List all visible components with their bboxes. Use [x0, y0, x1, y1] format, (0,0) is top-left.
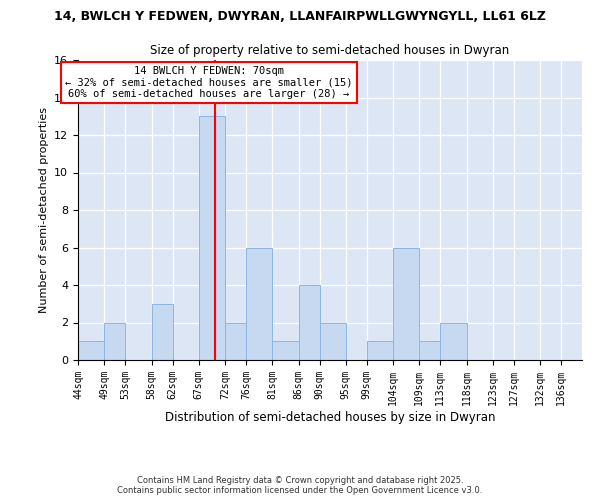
Y-axis label: Number of semi-detached properties: Number of semi-detached properties	[38, 107, 49, 313]
Bar	[151, 304, 173, 360]
Text: 14 BWLCH Y FEDWEN: 70sqm
← 32% of semi-detached houses are smaller (15)
60% of s: 14 BWLCH Y FEDWEN: 70sqm ← 32% of semi-d…	[65, 66, 353, 99]
Bar	[78, 341, 104, 360]
Bar	[272, 341, 299, 360]
Bar	[246, 248, 272, 360]
Bar	[419, 341, 440, 360]
Bar	[367, 341, 393, 360]
Text: 14, BWLCH Y FEDWEN, DWYRAN, LLANFAIRPWLLGWYNGYLL, LL61 6LZ: 14, BWLCH Y FEDWEN, DWYRAN, LLANFAIRPWLL…	[54, 10, 546, 23]
Title: Size of property relative to semi-detached houses in Dwyran: Size of property relative to semi-detach…	[151, 44, 509, 58]
Bar	[440, 322, 467, 360]
Bar	[199, 116, 225, 360]
Bar	[320, 322, 346, 360]
Bar	[225, 322, 246, 360]
Bar	[104, 322, 125, 360]
Text: Contains HM Land Registry data © Crown copyright and database right 2025.
Contai: Contains HM Land Registry data © Crown c…	[118, 476, 482, 495]
Bar	[393, 248, 419, 360]
Bar	[299, 285, 320, 360]
X-axis label: Distribution of semi-detached houses by size in Dwyran: Distribution of semi-detached houses by …	[165, 410, 495, 424]
